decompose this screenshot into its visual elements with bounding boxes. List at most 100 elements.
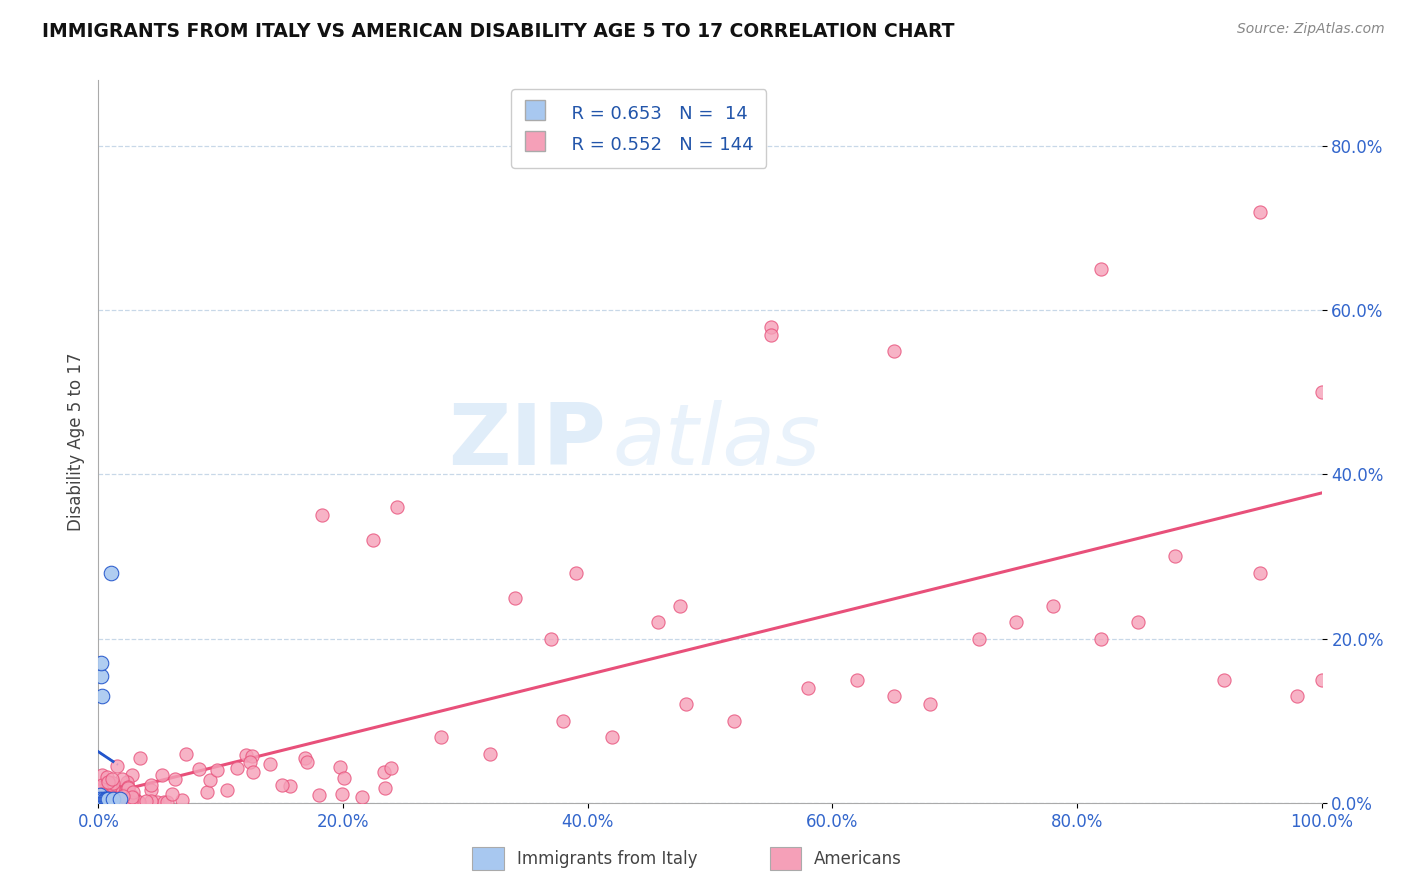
Point — [89, 788, 111, 802]
Text: Immigrants from Italy: Immigrants from Italy — [517, 849, 697, 868]
Point — [1310, 385, 1333, 400]
Point — [115, 775, 138, 789]
Point — [120, 789, 142, 803]
Point — [565, 566, 588, 580]
Point — [141, 783, 163, 797]
Point — [129, 750, 152, 764]
Point — [90, 768, 112, 782]
Point — [100, 794, 122, 808]
Point — [93, 788, 115, 802]
Point — [100, 795, 122, 809]
Point — [761, 327, 783, 342]
Text: Source: ZipAtlas.com: Source: ZipAtlas.com — [1237, 22, 1385, 37]
Point — [1090, 262, 1112, 277]
Point — [883, 344, 905, 359]
Point — [723, 714, 745, 728]
Point — [669, 599, 692, 613]
Point — [242, 764, 264, 779]
Point — [1310, 673, 1333, 687]
Point — [98, 780, 121, 794]
Point — [91, 791, 114, 805]
Point — [311, 508, 333, 523]
Point — [118, 793, 141, 807]
Point — [96, 790, 118, 805]
Point — [112, 789, 135, 803]
Point — [114, 791, 136, 805]
Point — [94, 792, 117, 806]
Point — [332, 771, 354, 785]
Point — [101, 793, 124, 807]
Point — [97, 775, 120, 789]
Bar — [770, 847, 801, 870]
Point — [122, 785, 145, 799]
Point — [100, 794, 122, 808]
Point — [235, 747, 257, 762]
Point — [97, 794, 120, 808]
Point — [89, 790, 111, 805]
Point — [330, 787, 353, 801]
Point — [150, 768, 173, 782]
Point — [387, 500, 409, 515]
Point — [239, 755, 262, 769]
Point — [89, 790, 111, 805]
Point — [90, 778, 112, 792]
Point — [329, 759, 352, 773]
Y-axis label: Disability Age 5 to 17: Disability Age 5 to 17 — [66, 352, 84, 531]
Point — [103, 788, 125, 802]
Point — [93, 792, 115, 806]
Point — [1004, 615, 1026, 630]
Point — [361, 533, 384, 547]
Point — [174, 747, 197, 761]
Point — [259, 757, 281, 772]
Point — [107, 794, 129, 808]
Point — [100, 566, 122, 580]
Point — [93, 791, 115, 805]
Point — [107, 789, 129, 804]
Point — [163, 772, 186, 786]
Point — [97, 791, 120, 805]
Point — [101, 790, 124, 805]
Point — [122, 791, 145, 805]
Point — [89, 791, 111, 805]
Point — [1128, 615, 1150, 630]
Point — [198, 772, 221, 787]
Point — [121, 790, 143, 805]
Point — [110, 795, 132, 809]
Point — [352, 789, 374, 804]
Point — [141, 779, 163, 793]
Point — [271, 778, 294, 792]
Point — [294, 751, 316, 765]
Point — [374, 780, 396, 795]
Point — [226, 761, 249, 775]
Text: ZIP: ZIP — [449, 400, 606, 483]
Point — [195, 785, 218, 799]
Legend:   R = 0.653   N =  14,   R = 0.552   N = 144: R = 0.653 N = 14, R = 0.552 N = 144 — [512, 89, 766, 168]
Point — [240, 748, 263, 763]
Point — [117, 781, 139, 796]
Point — [920, 698, 942, 712]
Point — [101, 791, 124, 805]
Point — [97, 775, 120, 789]
Point — [94, 787, 117, 801]
Point — [156, 795, 179, 809]
Point — [380, 761, 402, 775]
Point — [91, 792, 114, 806]
Point — [90, 787, 112, 801]
Point — [1286, 689, 1309, 703]
Point — [153, 795, 176, 809]
Point — [1042, 599, 1064, 613]
Text: atlas: atlas — [612, 400, 820, 483]
Point — [94, 791, 117, 805]
Point — [98, 779, 121, 793]
Point — [96, 770, 118, 784]
Point — [89, 784, 111, 798]
Point — [761, 319, 783, 334]
Point — [675, 698, 697, 712]
Point — [104, 789, 127, 804]
Point — [104, 792, 127, 806]
Point — [160, 787, 183, 801]
Point — [89, 780, 111, 794]
Point — [101, 791, 124, 805]
Point — [96, 791, 118, 805]
Point — [647, 615, 669, 630]
